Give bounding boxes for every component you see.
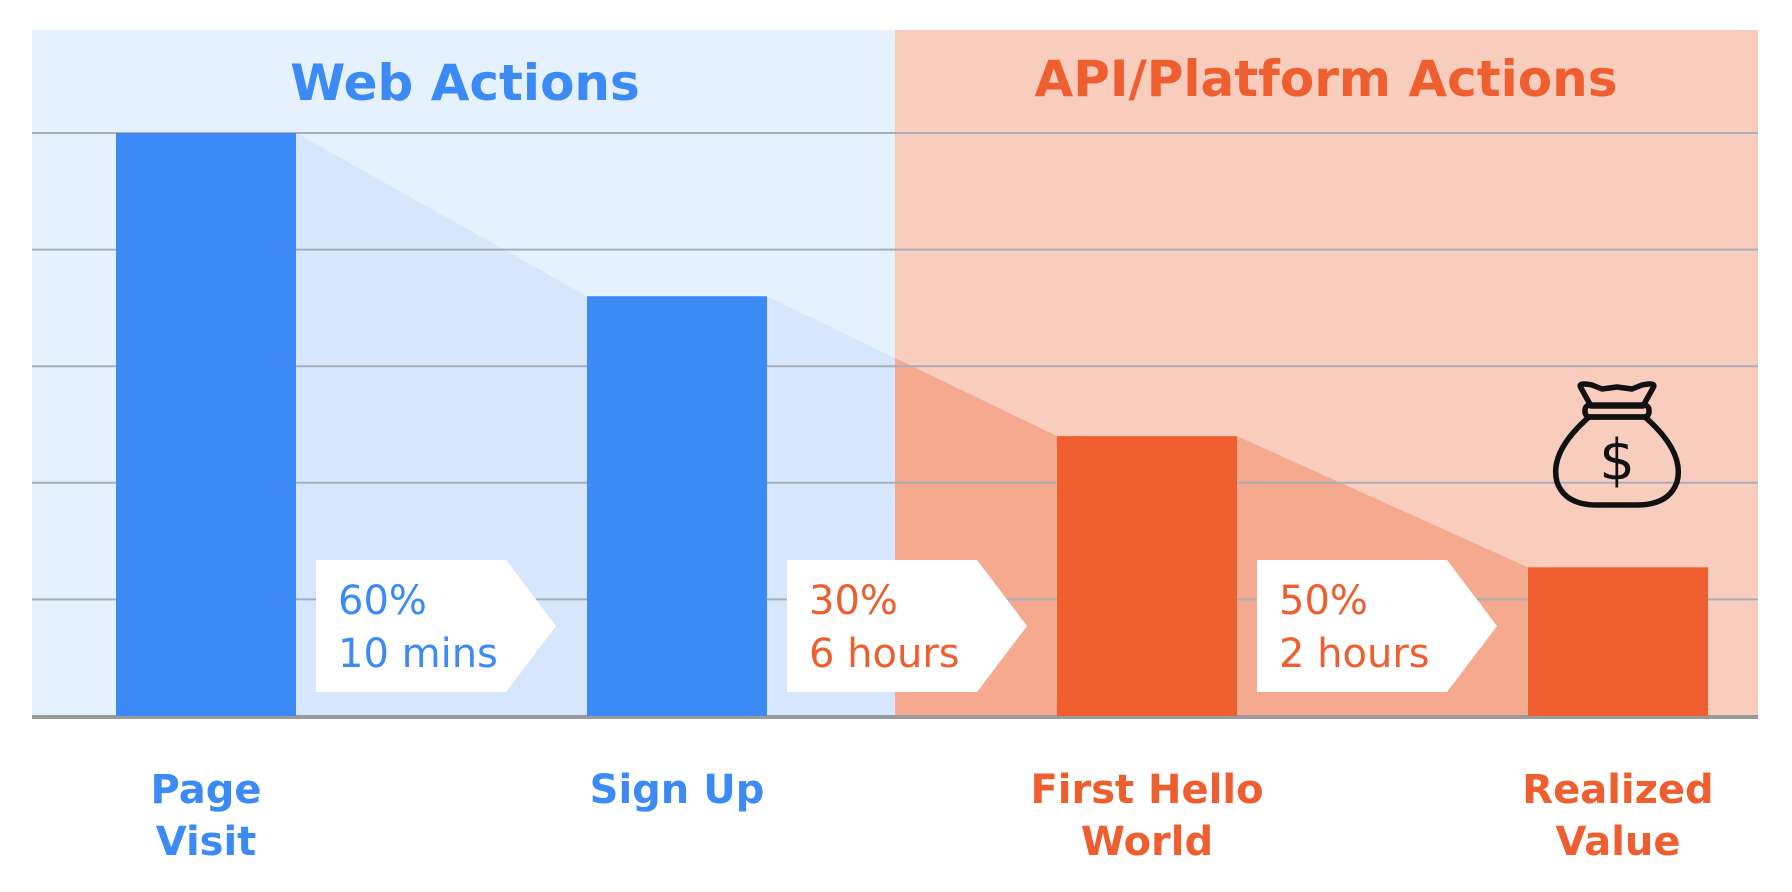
conversion-time: 10 mins xyxy=(338,631,498,677)
category-labels: Page Visit Sign Up First Hello World Realized… xyxy=(151,767,1714,865)
category-label-3: First Hello World xyxy=(1030,767,1263,865)
section-title-web: Web Actions xyxy=(290,54,640,112)
gridlines xyxy=(32,132,1758,719)
conversion-arrow-shape xyxy=(1257,560,1497,692)
conversion-rate: 60% xyxy=(338,578,427,624)
conversion-step-1: 60% 10 mins xyxy=(316,560,556,692)
section-title-api: API/Platform Actions xyxy=(1035,50,1618,108)
category-label-1: Page Visit xyxy=(151,767,262,865)
category-label-2: Sign Up xyxy=(590,767,765,813)
bar-3 xyxy=(1057,436,1237,716)
bars xyxy=(116,133,1708,716)
conversion-steps: 60% 10 mins 30% 6 hours 50% 2 hours xyxy=(316,560,1497,692)
conversion-step-3: 50% 2 hours xyxy=(1257,560,1497,692)
bar-1 xyxy=(116,133,296,716)
conversion-time: 2 hours xyxy=(1279,631,1430,677)
category-label-4: Realized Value xyxy=(1522,767,1713,865)
section-titles: Web Actions API/Platform Actions xyxy=(290,50,1617,112)
bar-4 xyxy=(1528,567,1708,716)
svg-text:$: $ xyxy=(1599,428,1635,493)
conversion-arrow-shape xyxy=(316,560,556,692)
conversion-rate: 30% xyxy=(809,578,898,624)
conversion-arrow-shape xyxy=(787,560,1027,692)
bar-2 xyxy=(587,296,767,716)
money-bag-icon: $ xyxy=(1553,381,1681,508)
conversion-step-2: 30% 6 hours xyxy=(787,560,1027,692)
conversion-time: 6 hours xyxy=(809,631,960,677)
conversion-rate: 50% xyxy=(1279,578,1368,624)
